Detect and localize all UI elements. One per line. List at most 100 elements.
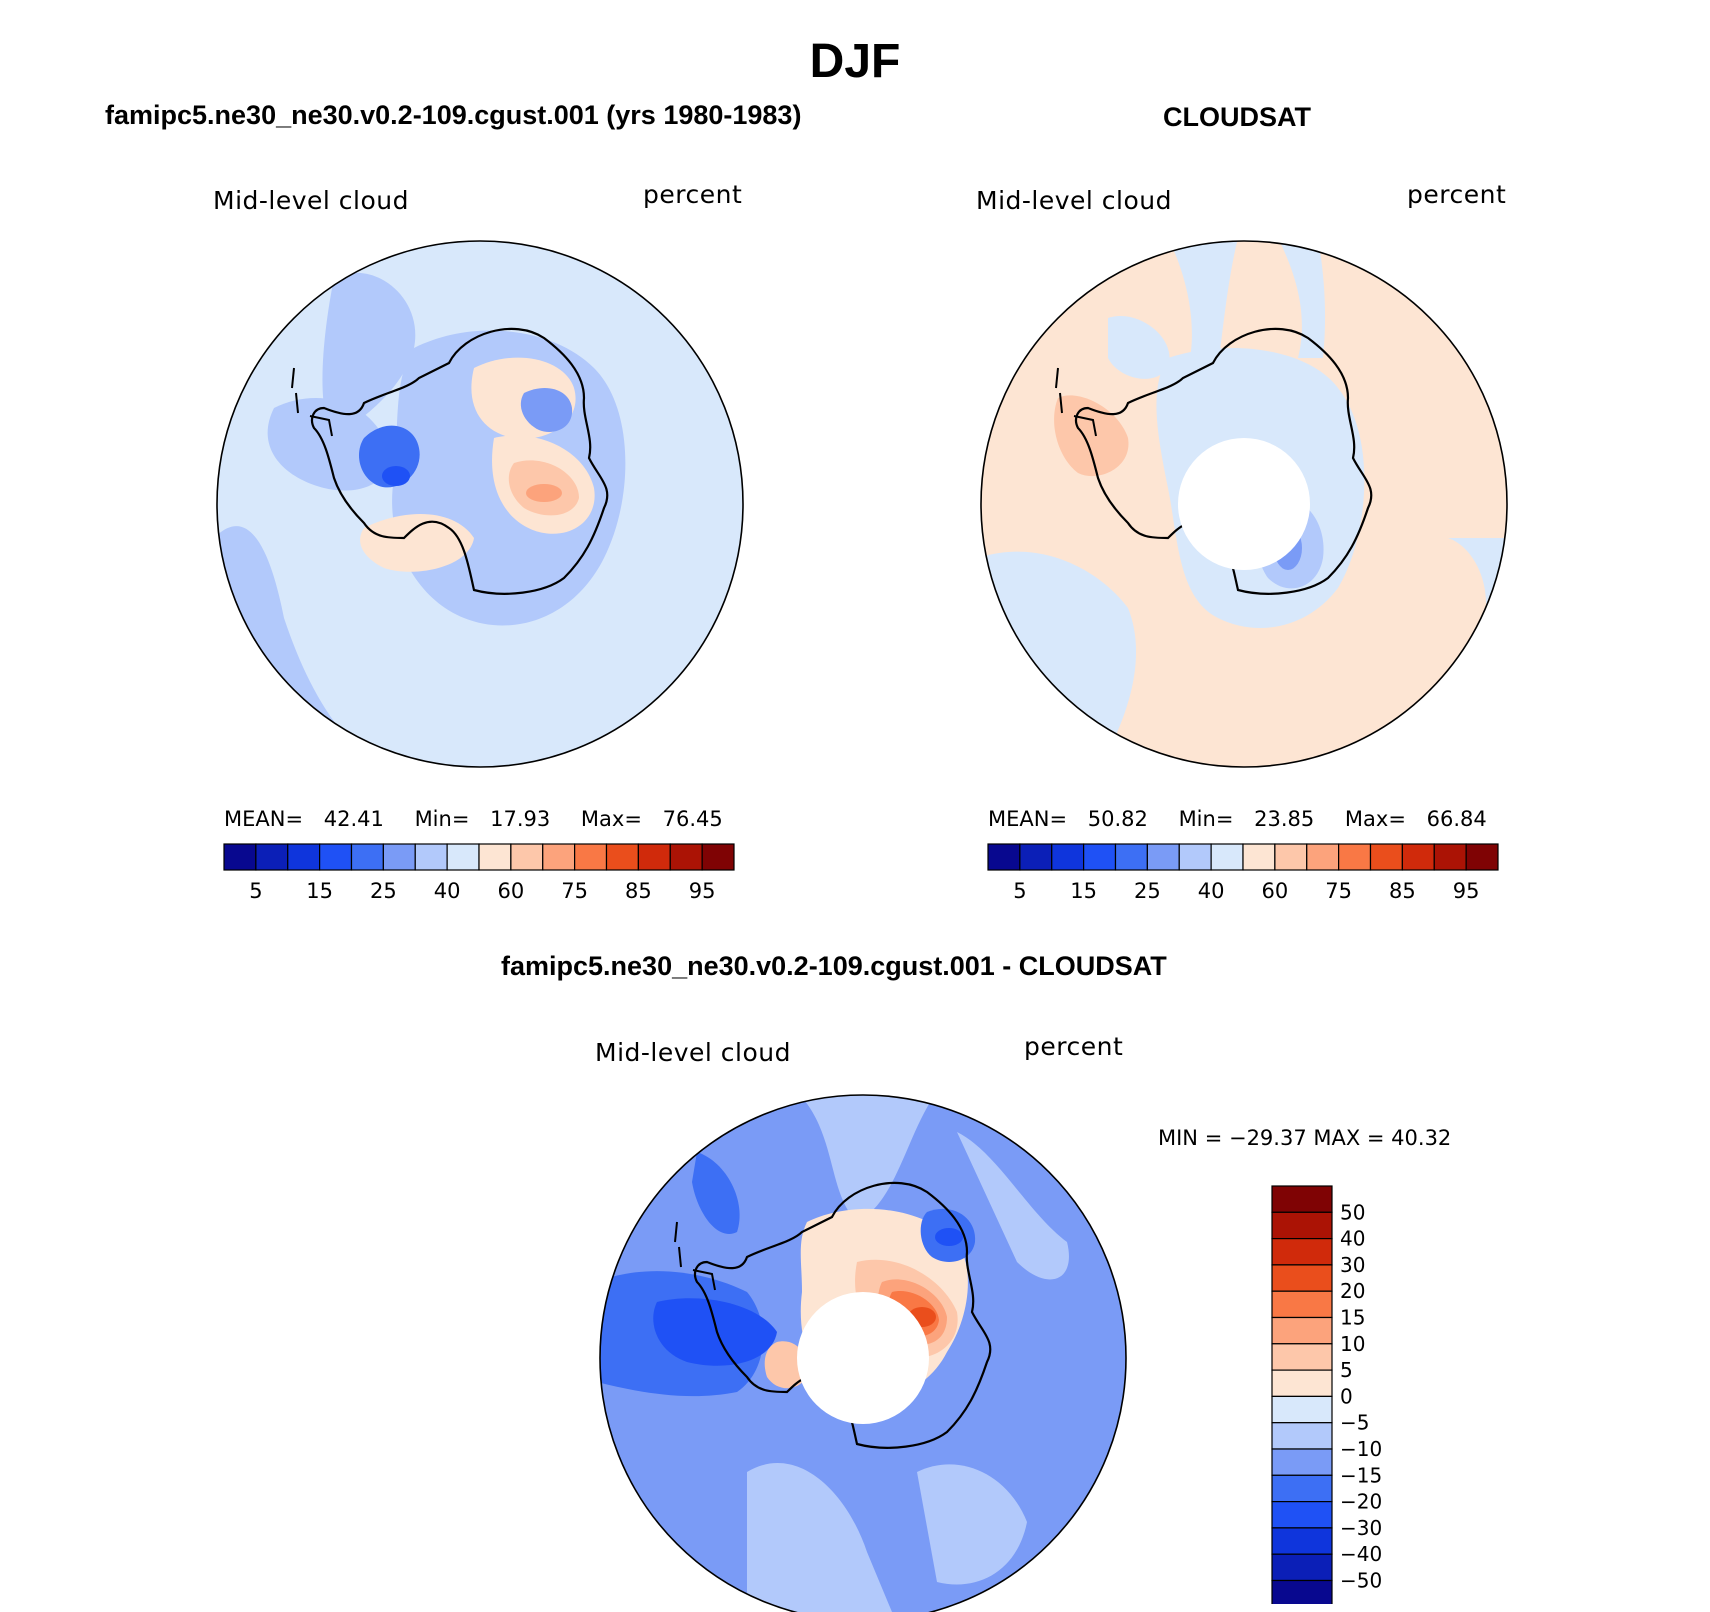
panel-1-colorbar-tick-label: 40 <box>434 879 461 903</box>
panel-3-colorbar-tick-label: −5 <box>1340 1411 1369 1435</box>
panel-1-units-label: percent <box>643 180 743 209</box>
panel-1-mean-label: MEAN= <box>224 807 304 831</box>
panel-3-colorbar-tick-label: 30 <box>1340 1253 1365 1277</box>
panel-3-colorbar-segment <box>1271 1316 1333 1345</box>
panel-3-variable-label: Mid-level cloud <box>595 1038 792 1067</box>
panel-2-variable-label: Mid-level cloud <box>976 186 1173 215</box>
panel-1-colorbar-segment <box>478 843 512 871</box>
panel-1-colorbar-segment <box>605 843 639 871</box>
panel-2-colorbar-tick-label: 60 <box>1262 879 1289 903</box>
panel-3-contour-fill <box>600 1095 1126 1612</box>
panel-2-max-label: Max= <box>1344 807 1406 831</box>
panel-3-min-max: MIN = −29.37 MAX = 40.32 <box>1158 1126 1452 1150</box>
panel-2-colorbar-segment <box>1019 843 1053 871</box>
panel-2-colorbar-segment <box>1178 843 1212 871</box>
panel-1-colorbar-tick-label: 85 <box>625 879 652 903</box>
panel-2-polar-map <box>980 240 1508 768</box>
panel-1-title: famipc5.ne30_ne30.v0.2-109.cgust.001 (yr… <box>105 100 802 130</box>
panel-1-colorbar-segment <box>701 843 735 871</box>
panel-3-colorbar-tick-label: 50 <box>1340 1200 1365 1224</box>
panel-1-colorbar-segment <box>255 843 289 871</box>
panel-3-colorbar-segment <box>1271 1369 1333 1398</box>
panel-2-mean-value: 50.82 <box>1087 807 1148 831</box>
panel-2-colorbar-segment <box>1242 843 1276 871</box>
panel-1-max-value: 76.45 <box>662 807 723 831</box>
panel-1-colorbar-tick-label: 15 <box>306 879 333 903</box>
panel-1-min-value: 17.93 <box>490 807 551 831</box>
panel-2-colorbar-segment <box>1114 843 1148 871</box>
panel-2-colorbar-segment <box>1051 843 1085 871</box>
panel-2-colorbar-tick-label: 95 <box>1453 879 1480 903</box>
panel-2-title: CLOUDSAT <box>1163 102 1311 132</box>
panel-3-colorbar-segment <box>1271 1527 1333 1555</box>
panel-2-min-value: 23.85 <box>1254 807 1315 831</box>
panel-3-colorbar-tick-label: −20 <box>1340 1490 1382 1514</box>
panel-2-colorbar-segment <box>987 843 1021 871</box>
panel-3-colorbar-segment <box>1271 1211 1333 1240</box>
panel-2-colorbar-segment <box>1433 843 1467 871</box>
panel-2-colorbar-tick-label: 40 <box>1198 879 1225 903</box>
panel-2-colorbar-segment <box>1146 843 1180 871</box>
panel-2-colorbar-tick-label: 5 <box>1013 879 1026 903</box>
panel-2-colorbar-segment <box>1401 843 1435 871</box>
panel-2-units-label: percent <box>1407 180 1507 209</box>
panel-1-mean-value: 42.41 <box>323 807 384 831</box>
panel-1-colorbar-tick-label: 75 <box>561 879 588 903</box>
panel-3-colorbar-tick-label: 10 <box>1340 1332 1365 1356</box>
panel-3-title: famipc5.ne30_ne30.v0.2-109.cgust.001 - C… <box>501 951 1167 981</box>
panel-1-colorbar-segment <box>669 843 703 871</box>
panel-3-units-label: percent <box>1024 1032 1124 1061</box>
panel-3-colorbar-tick-label: −15 <box>1340 1463 1382 1487</box>
panel-3-colorbar-segment <box>1271 1185 1333 1213</box>
panel-3-colorbar-tick-label: 20 <box>1340 1279 1365 1303</box>
panel-3-colorbar-tick-label: −50 <box>1340 1569 1382 1593</box>
panel-1-colorbar-segment <box>287 843 321 871</box>
panel-3-colorbar-segment <box>1271 1579 1333 1604</box>
figure-title: DJF <box>809 35 901 88</box>
panel-1-colorbar-tick-label: 60 <box>498 879 525 903</box>
panel-3-colorbar-segment <box>1271 1343 1333 1371</box>
panel-3-colorbar-tick-label: 5 <box>1340 1358 1353 1382</box>
panel-3-colorbar-segment <box>1271 1395 1333 1424</box>
panel-3-colorbar-segment <box>1271 1264 1333 1292</box>
panel-1-colorbar-tick-label: 95 <box>689 879 716 903</box>
panel-3-colorbar-tick-label: 40 <box>1340 1227 1365 1251</box>
panel-3-colorbar-tick-label: 0 <box>1340 1384 1353 1408</box>
panel-3-colorbar-segment <box>1271 1422 1333 1450</box>
panel-1-colorbar-segment <box>223 843 257 871</box>
panel-3-colorbar-tick-label: 15 <box>1340 1306 1365 1330</box>
panel-2-max-value: 66.84 <box>1426 807 1487 831</box>
panel-3-colorbar-tick-label: −30 <box>1340 1516 1382 1540</box>
panel-1-colorbar-segment <box>319 843 353 871</box>
panel-1-polar-map <box>216 240 744 768</box>
panel-2-colorbar-tick-label: 75 <box>1325 879 1352 903</box>
panel-3-colorbar-segment <box>1271 1474 1333 1503</box>
panel-2-mean-label: MEAN= <box>988 807 1068 831</box>
panel-1-max-label: Max= <box>580 807 642 831</box>
panel-2-colorbar-segment <box>1369 843 1403 871</box>
panel-2-min-label: Min= <box>1178 807 1234 831</box>
panel-2-colorbar-segment <box>1338 843 1372 871</box>
panel-2-stats: MEAN= 50.82 Min= 23.85 Max= 66.84 <box>988 807 1487 831</box>
panel-1-stats: MEAN= 42.41 Min= 17.93 Max= 76.45 <box>224 807 723 831</box>
panel-1-colorbar-segment <box>414 843 448 871</box>
panel-3-colorbar-segment <box>1271 1501 1333 1529</box>
panel-3-colorbar-segment <box>1271 1290 1333 1319</box>
panel-2-colorbar-segment <box>1465 843 1499 871</box>
panel-3-colorbar-tick-label: −40 <box>1340 1542 1382 1566</box>
panel-1-colorbar-segment <box>510 843 544 871</box>
panel-1-min-label: Min= <box>414 807 470 831</box>
panel-1-colorbar-segment <box>350 843 384 871</box>
panel-2-colorbar-segment <box>1306 843 1340 871</box>
panel-1-variable-label: Mid-level cloud <box>213 186 410 215</box>
panel-1-colorbar-segment <box>542 843 576 871</box>
panel-3-colorbar-tick-label: −10 <box>1340 1437 1382 1461</box>
panel-3-polar-map <box>599 1094 1127 1612</box>
panel-2-colorbar-tick-label: 15 <box>1070 879 1097 903</box>
panel-1-colorbar-segment <box>382 843 416 871</box>
panel-2-colorbar: 5 15 25 40 60 75 85 95 <box>987 843 1499 903</box>
panel-1-colorbar: 5 15 25 40 60 75 85 95 <box>223 843 735 903</box>
panel-1-colorbar-segment <box>637 843 671 871</box>
panel-3-colorbar-segment <box>1271 1553 1333 1582</box>
